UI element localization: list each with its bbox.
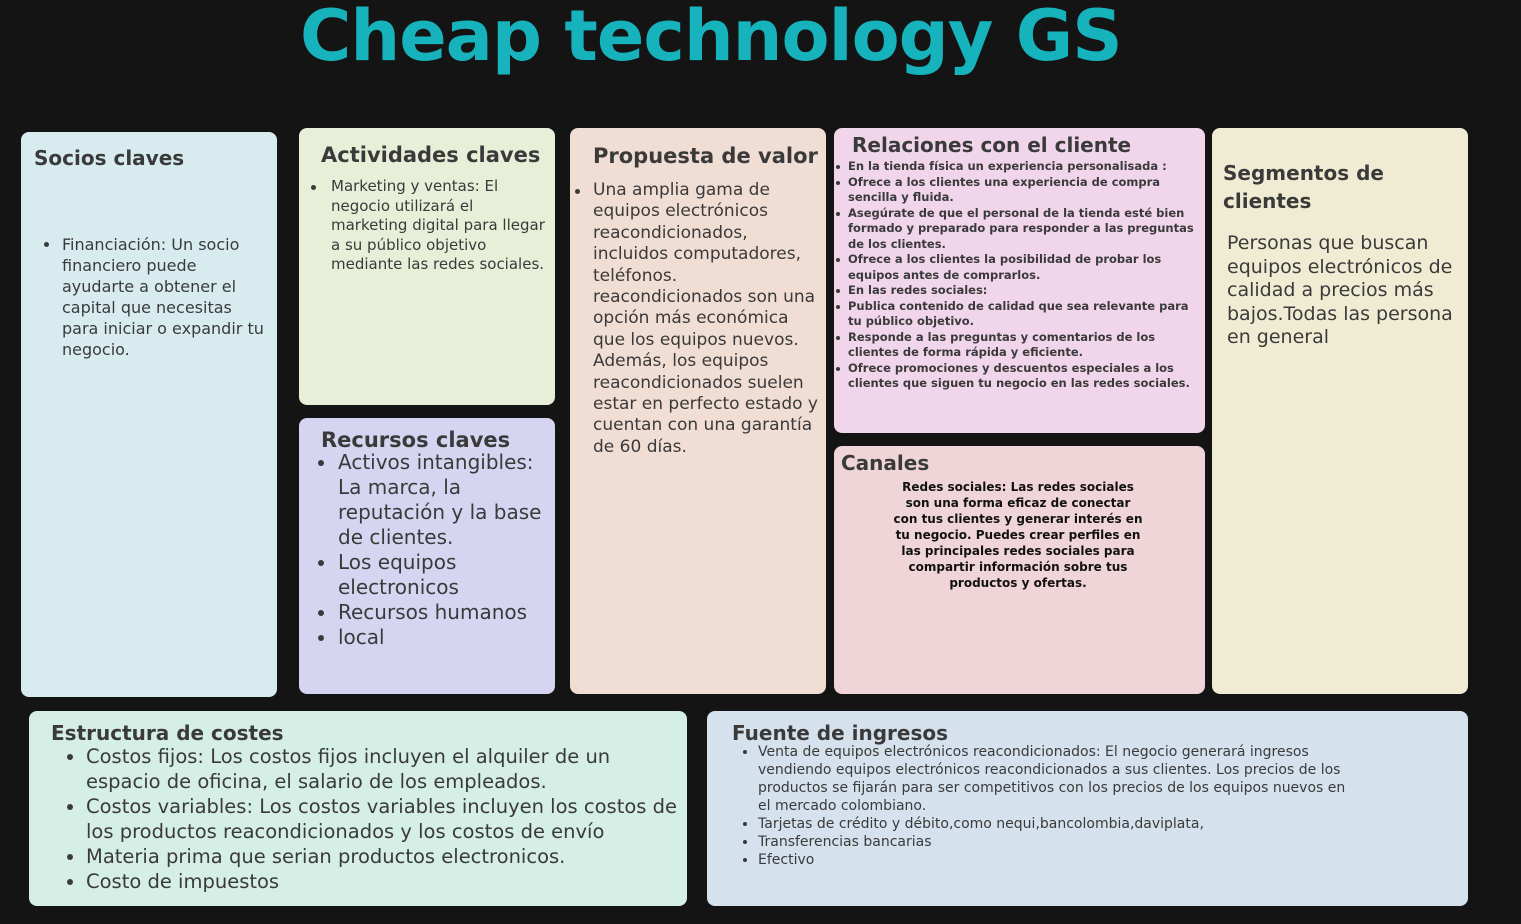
segmentos-clientes-text: Personas que buscan equipos electrónicos… (1227, 232, 1453, 348)
socios-claves-card: Socios claves Financiación: Un socio fin… (21, 132, 277, 697)
recursos-claves-list: Activos intangibles: La marca, la reputa… (318, 450, 545, 650)
list-item: Responde a las preguntas y comentarios d… (836, 330, 1203, 361)
socios-claves-list: Financiación: Un socio financiero puede … (34, 234, 271, 360)
propuesta-de-valor-list: Una amplia gama de equipos electrónicos … (575, 180, 822, 458)
socios-claves-heading: Socios claves (34, 146, 185, 170)
list-item: En la tienda física un experiencia perso… (836, 159, 1203, 175)
list-item: Los equipos electronicos (318, 550, 545, 600)
segmentos-clientes-heading: Segmentos de clientes (1223, 161, 1384, 213)
list-item: Ofrece a los clientes una experiencia de… (836, 175, 1203, 206)
list-item: local (318, 625, 545, 650)
recursos-claves-heading: Recursos claves (321, 428, 511, 452)
list-item: Asegúrate de que el personal de la tiend… (836, 206, 1203, 253)
recursos-claves-card: Recursos claves Activos intangibles: La … (299, 418, 555, 694)
fuente-ingresos-heading: Fuente de ingresos (732, 721, 949, 745)
page-title: Cheap technology GS (300, 0, 1123, 77)
list-item: Recursos humanos (318, 600, 545, 625)
list-item: Ofrece promociones y descuentos especial… (836, 361, 1203, 392)
list-item: Ofrece a los clientes la posibilidad de … (836, 252, 1203, 283)
estructura-costes-heading: Estructura de costes (51, 721, 284, 745)
actividades-claves-card: Actividades claves Marketing y ventas: E… (299, 128, 555, 405)
relaciones-cliente-list: En la tienda física un experiencia perso… (836, 159, 1203, 392)
actividades-claves-list: Marketing y ventas: El negocio utilizará… (311, 177, 545, 275)
propuesta-de-valor-heading: Propuesta de valor (593, 144, 818, 168)
list-item: Venta de equipos electrónicos reacondici… (743, 743, 1358, 815)
list-item: Costo de impuestos (67, 869, 677, 894)
fuente-ingresos-card: Fuente de ingresos Venta de equipos elec… (707, 711, 1468, 906)
fuente-ingresos-list: Venta de equipos electrónicos reacondici… (732, 743, 1358, 869)
list-item: Materia prima que serian productos elect… (67, 844, 677, 869)
list-item: Marketing y ventas: El negocio utilizará… (311, 177, 545, 273)
list-item: Una amplia gama de equipos electrónicos … (575, 180, 822, 458)
estructura-costes-list: Costos fijos: Los costos fijos incluyen … (51, 744, 677, 894)
list-item: En las redes sociales: (836, 283, 1203, 299)
canales-card: Canales Redes sociales: Las redes social… (834, 446, 1205, 694)
actividades-claves-heading: Actividades claves (321, 143, 541, 167)
estructura-costes-card: Estructura de costes Costos fijos: Los c… (29, 711, 687, 906)
segmentos-clientes-card: Segmentos de clientes Personas que busca… (1212, 128, 1468, 694)
relaciones-cliente-card: Relaciones con el cliente En la tienda f… (834, 128, 1205, 433)
list-item: Financiación: Un socio financiero puede … (44, 234, 271, 360)
list-item: Transferencias bancarias (743, 833, 1358, 851)
list-item: Activos intangibles: La marca, la reputa… (318, 450, 545, 550)
list-item: Efectivo (743, 851, 1358, 869)
list-item: Costos variables: Los costos variables i… (67, 795, 678, 843)
relaciones-cliente-heading: Relaciones con el cliente (852, 133, 1132, 157)
canales-text: Redes sociales: Las redes sociales son u… (893, 480, 1143, 590)
propuesta-de-valor-card: Propuesta de valor Una amplia gama de eq… (570, 128, 826, 694)
list-item: Costos fijos: Los costos fijos incluyen … (67, 744, 677, 794)
list-item: Tarjetas de crédito y débito,como nequi,… (743, 815, 1358, 833)
list-item: Publica contenido de calidad que sea rel… (836, 299, 1203, 330)
canales-heading: Canales (841, 451, 930, 475)
